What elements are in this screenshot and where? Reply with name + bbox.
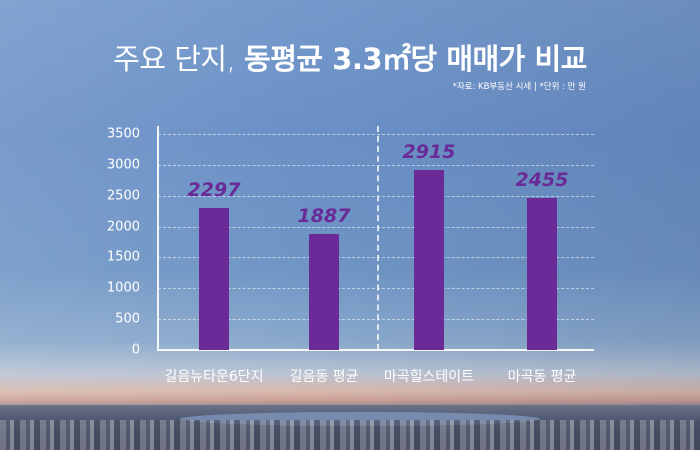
title-part-1: 주요 단지, bbox=[113, 42, 245, 76]
x-category-label: 마곡동 평균 bbox=[507, 369, 577, 385]
bar-value-label: 2455 bbox=[515, 169, 569, 192]
x-category-label: 길음뉴타운6단지 bbox=[164, 369, 264, 385]
y-tick-label: 0 bbox=[131, 342, 140, 358]
bar bbox=[527, 198, 557, 350]
y-axis-line bbox=[157, 126, 159, 351]
y-tick-label: 2500 bbox=[106, 188, 140, 204]
y-tick-label: 1500 bbox=[106, 249, 140, 265]
y-tick-label: 3000 bbox=[106, 157, 140, 173]
y-tick-label: 500 bbox=[115, 311, 140, 327]
gridline bbox=[158, 257, 594, 259]
bar-value-label: 2915 bbox=[402, 141, 456, 164]
gridline bbox=[158, 195, 594, 197]
gridline bbox=[158, 164, 594, 166]
bar bbox=[199, 208, 229, 350]
source-note: *자료: KB부동산 시세 | *단위 : 만 원 bbox=[452, 82, 586, 92]
gridline bbox=[158, 226, 594, 228]
bar-value-label: 2297 bbox=[187, 179, 241, 202]
buildings-photo bbox=[0, 420, 700, 450]
gridline bbox=[158, 288, 594, 290]
x-axis-line bbox=[157, 349, 594, 351]
x-category-label: 길음동 평균 bbox=[289, 369, 359, 385]
title-part-2: 동평균 3.3㎡당 매매가 비교 bbox=[244, 42, 587, 76]
x-category-label: 마곡힐스테이트 bbox=[383, 369, 475, 385]
gridline bbox=[158, 134, 594, 135]
bar bbox=[309, 233, 339, 350]
bar-value-label: 1887 bbox=[297, 204, 351, 227]
y-tick-label: 1000 bbox=[106, 280, 140, 296]
bar bbox=[414, 170, 444, 350]
group-divider bbox=[377, 126, 379, 350]
gridline bbox=[158, 319, 594, 321]
chart-title: 주요 단지, 동평균 3.3㎡당 매매가 비교 bbox=[0, 36, 700, 78]
y-tick-label: 2000 bbox=[106, 219, 140, 235]
y-tick-label: 3500 bbox=[106, 126, 140, 142]
